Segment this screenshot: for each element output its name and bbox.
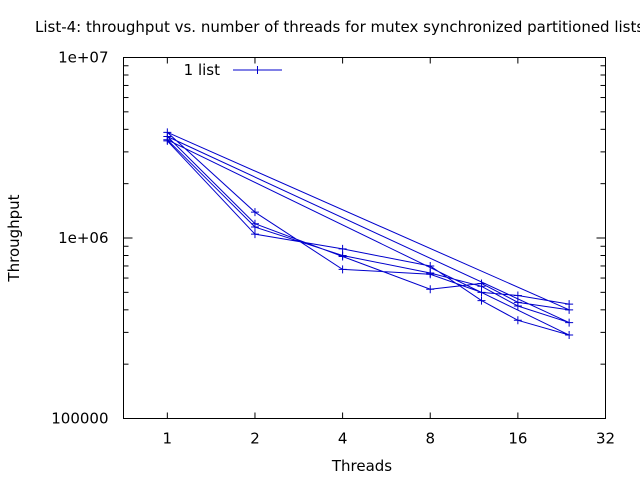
data-point-marker (513, 298, 522, 307)
legend: 1 list (184, 61, 282, 79)
data-point-marker (338, 252, 347, 261)
series-layer (163, 128, 574, 340)
y-tick-label: 1e+06 (58, 229, 108, 247)
y-axis: 100000 1e+06 1e+07 (51, 49, 606, 428)
data-point-marker (426, 270, 435, 279)
data-point-marker (250, 230, 259, 239)
data-point-marker (163, 128, 172, 137)
y-tick-label: 100000 (51, 410, 108, 428)
data-point-marker (250, 208, 259, 217)
x-axis-label: Threads (331, 457, 392, 475)
x-tick-label: 16 (508, 430, 527, 448)
data-point-marker (477, 296, 486, 305)
y-tick-label: 1e+07 (58, 49, 108, 67)
data-point-marker (513, 291, 522, 300)
data-point-marker (565, 318, 574, 327)
legend-marker (253, 66, 262, 74)
data-point-marker (513, 316, 522, 325)
plot-frame (123, 57, 606, 419)
data-point-marker (426, 261, 435, 270)
data-point-marker (565, 300, 574, 309)
data-point-marker (338, 265, 347, 274)
data-point-marker (477, 288, 486, 297)
x-tick-label: 2 (250, 430, 260, 448)
data-point-marker (477, 279, 486, 288)
x-tick-label: 8 (425, 430, 435, 448)
data-point-marker (250, 219, 259, 228)
x-tick-label: 1 (163, 430, 173, 448)
y-axis-label: Throughput (5, 194, 23, 282)
data-point-marker (426, 285, 435, 294)
data-point-marker (565, 331, 574, 340)
x-tick-label: 4 (338, 430, 348, 448)
x-axis: 1 2 4 8 16 32 (163, 57, 615, 448)
chart-title: List-4: throughput vs. number of threads… (35, 18, 640, 36)
legend-label: 1 list (184, 61, 220, 79)
x-tick-label: 32 (596, 430, 615, 448)
series-line (166, 131, 570, 336)
